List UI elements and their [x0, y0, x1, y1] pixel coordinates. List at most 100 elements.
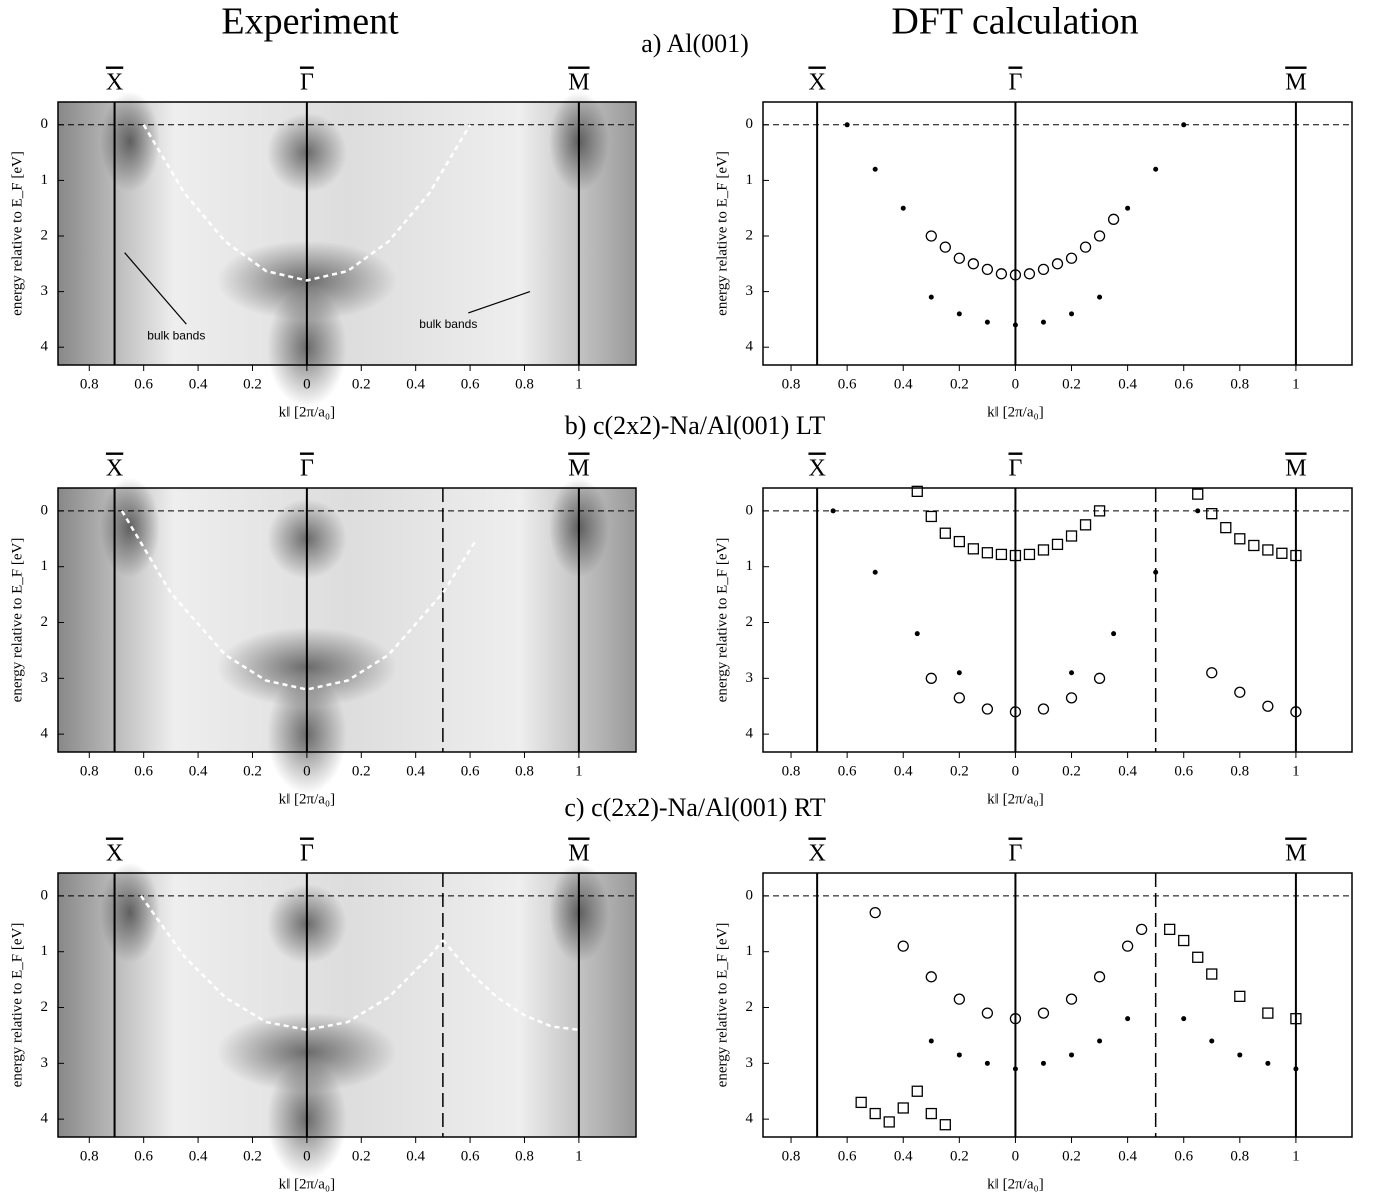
y-tick-label: 2: [746, 227, 754, 243]
band-point: [1065, 692, 1078, 704]
x-tick-label: 1: [575, 376, 583, 392]
y-tick-label: 3: [41, 670, 49, 686]
band-point: [1164, 923, 1176, 936]
band-point: [1220, 521, 1232, 534]
y-tick-label: 1: [41, 172, 49, 188]
band-point: [1181, 122, 1187, 128]
x-tick-label: 0.2: [1062, 1148, 1081, 1164]
x-tick-label: 1: [575, 763, 583, 779]
y-tick-label: 2: [41, 614, 49, 630]
band-point: [1069, 1052, 1075, 1058]
band-point: [1079, 241, 1092, 253]
y-tick-label: 3: [746, 1055, 754, 1071]
symmetry-label: Γ: [300, 70, 314, 96]
band-point: [928, 294, 934, 300]
band-line: [142, 124, 472, 282]
x-axis-label: k‖ [2π/a₀]: [987, 404, 1044, 420]
band-line: [441, 939, 580, 1032]
x-tick-label: 0.2: [352, 763, 371, 779]
band-point: [1237, 1052, 1243, 1058]
band-point: [1093, 505, 1106, 517]
band-point: [956, 670, 962, 676]
band-point: [953, 993, 965, 1005]
band-point: [1234, 990, 1246, 1002]
band-point: [1009, 549, 1022, 562]
band-point: [956, 311, 962, 317]
band-point: [956, 1052, 962, 1058]
band-point: [1065, 993, 1078, 1005]
band-point: [1206, 968, 1218, 980]
band-point: [1009, 706, 1022, 718]
x-tick-label: 0: [303, 1148, 311, 1164]
band-point: [1265, 1060, 1271, 1066]
x-tick-label: 1: [1292, 376, 1300, 392]
band-point: [1125, 1016, 1131, 1022]
x-tick-label: 0.2: [352, 1148, 371, 1164]
y-tick-label: 3: [41, 1055, 49, 1071]
band-point: [995, 268, 1008, 280]
band-point: [1234, 686, 1246, 698]
y-tick-label: 1: [41, 943, 49, 959]
y-axis-label: energy relative to E_F [eV]: [9, 151, 25, 316]
x-tick-label: 0.4: [1118, 763, 1137, 779]
y-tick-label: 2: [746, 614, 754, 630]
symmetry-label: X: [106, 456, 123, 482]
plot-frame: [57, 487, 637, 753]
band-point: [953, 252, 965, 264]
x-tick-label: 0.6: [134, 763, 153, 779]
symmetry-label: M: [1285, 841, 1306, 867]
band-point: [1107, 213, 1120, 225]
symmetry-label: Γ: [1008, 456, 1022, 482]
x-tick-label: 0.4: [894, 763, 913, 779]
band-point: [967, 543, 980, 555]
y-tick-label: 3: [41, 283, 49, 299]
x-tick-label: 0.2: [950, 1148, 969, 1164]
y-tick-label: 3: [746, 283, 754, 299]
band-point: [1012, 322, 1018, 328]
band-point: [844, 122, 850, 128]
annotation-arrow: [124, 252, 187, 325]
panel-title: c) c(2x2)-Na/Al(001) RT: [564, 793, 825, 822]
y-tick-label: 4: [41, 726, 49, 742]
band-point: [953, 535, 965, 548]
x-tick-label: 0.6: [838, 376, 857, 392]
band-point: [1012, 1066, 1018, 1072]
x-tick-label: 0.8: [80, 763, 99, 779]
x-tick-label: 0.4: [894, 376, 913, 392]
plot-frame: [762, 872, 1353, 1138]
symmetry-label: X: [106, 841, 123, 867]
band-point: [1065, 530, 1078, 542]
band-point: [1097, 294, 1103, 300]
band-point: [900, 205, 906, 211]
x-axis-label: k‖ [2π/a₀]: [987, 791, 1044, 807]
x-tick-label: 0.8: [1230, 376, 1249, 392]
x-tick-label: 0.2: [243, 1148, 262, 1164]
x-tick-label: 0.8: [1230, 763, 1249, 779]
band-point: [1069, 311, 1075, 317]
intensity-blob: [100, 91, 161, 192]
plot-frame: [57, 101, 637, 366]
symmetry-label: M: [1285, 456, 1306, 482]
x-tick-label: 0.2: [243, 763, 262, 779]
band-point: [1234, 533, 1246, 545]
x-tick-label: 0.6: [838, 1148, 857, 1164]
x-tick-label: 0.6: [461, 376, 480, 392]
y-tick-label: 0: [41, 502, 49, 518]
band-point: [1051, 538, 1064, 551]
x-tick-label: 0.8: [782, 763, 801, 779]
header: DFT calculation: [891, 1, 1138, 43]
band-point: [984, 319, 990, 325]
x-tick-label: 0.2: [1062, 763, 1081, 779]
y-axis-label: energy relative to E_F [eV]: [714, 151, 730, 316]
x-tick-label: 0.6: [461, 763, 480, 779]
band-point: [1248, 539, 1260, 552]
y-axis-label: energy relative to E_F [eV]: [714, 923, 730, 1088]
y-tick-label: 1: [41, 558, 49, 574]
annotation: bulk bands: [419, 317, 477, 331]
panel-title: a) Al(001): [641, 29, 749, 58]
y-tick-label: 3: [746, 670, 754, 686]
band-point: [872, 166, 878, 172]
x-tick-label: 0.4: [189, 376, 208, 392]
symmetry-label: M: [1285, 70, 1306, 96]
x-tick-label: 0.2: [352, 376, 371, 392]
